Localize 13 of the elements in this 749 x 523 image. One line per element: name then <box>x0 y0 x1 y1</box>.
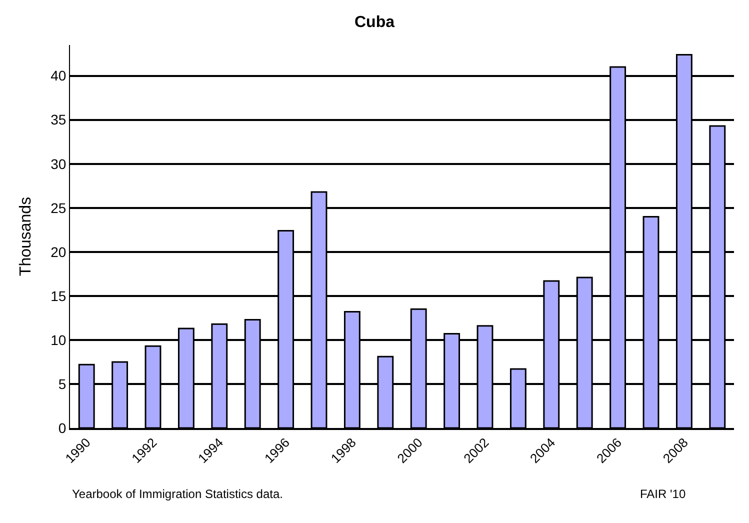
y-tick-label: 0 <box>58 420 66 436</box>
y-tick-label: 20 <box>50 244 66 260</box>
text: FAIR '10 <box>640 487 686 501</box>
y-tick-label: 10 <box>50 332 66 348</box>
y-tick-label: 25 <box>50 200 66 216</box>
y-tick-label: 15 <box>50 288 66 304</box>
y-tick-label: 30 <box>50 156 66 172</box>
y-tick-label: 5 <box>58 376 66 392</box>
y-tick-label: 35 <box>50 112 66 128</box>
y-axis-title: Thousands <box>18 196 35 276</box>
y-tick-label: 40 <box>50 68 66 84</box>
text: Yearbook of Immigration Statistics data. <box>72 487 283 501</box>
chart-title: Cuba <box>354 14 395 31</box>
